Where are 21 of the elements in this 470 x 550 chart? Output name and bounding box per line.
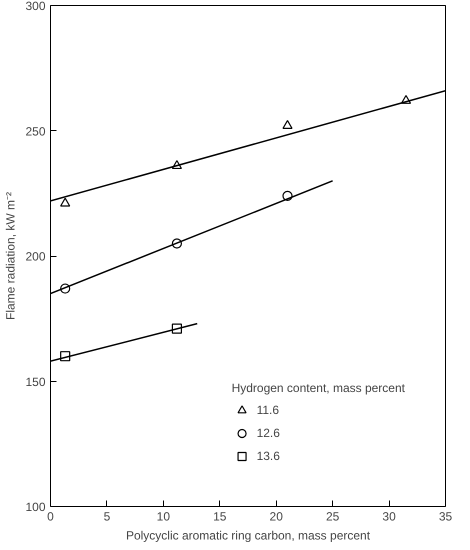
x-tick-label: 25	[326, 510, 340, 524]
x-tick-label: 35	[438, 510, 452, 524]
point	[60, 198, 70, 207]
x-tick-label: 20	[270, 510, 284, 524]
y-axis-title: Flame radiation, kW m⁻²	[3, 192, 18, 320]
legend-title: Hydrogen content, mass percent	[232, 381, 405, 395]
y-tick-label: 250	[25, 124, 46, 138]
point	[282, 120, 293, 129]
y-tick-label: 200	[25, 250, 46, 264]
legend-label: 13.6	[256, 449, 280, 463]
x-tick-label: 30	[382, 510, 396, 524]
x-tick-label: 5	[104, 510, 111, 524]
x-axis-title: Polycyclic aromatic ring carbon, mass percent	[126, 528, 371, 542]
y-tick-label: 300	[25, 0, 46, 13]
x-tick-label: 15	[213, 510, 227, 524]
x-tick-label: 0	[47, 510, 54, 524]
y-tick-label: 150	[25, 374, 46, 389]
legend-label: 11.6	[256, 403, 280, 417]
legend-label: 12.6	[256, 426, 280, 440]
x-tick-label: 10	[156, 510, 170, 524]
y-tick-label: 100	[25, 500, 46, 514]
